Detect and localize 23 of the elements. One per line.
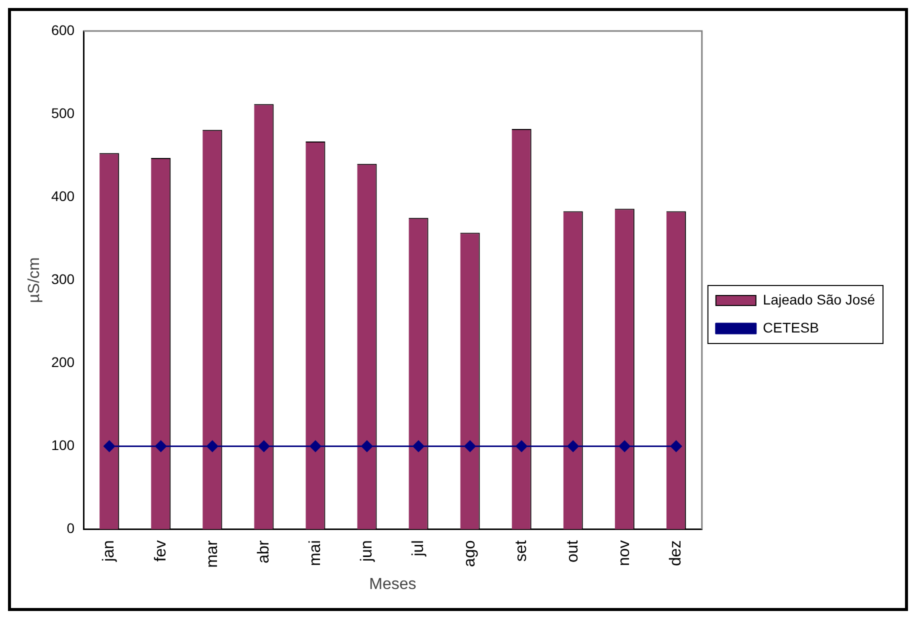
x-tick-label: ago [461, 540, 478, 567]
x-tick-label: abr [255, 540, 272, 564]
y-tick-label: 100 [51, 437, 75, 454]
y-tick-label: 500 [51, 104, 75, 121]
x-tick-label: nov [616, 540, 634, 566]
y-tick-label: 200 [51, 354, 75, 370]
x-tick-label: jun [358, 540, 376, 563]
x-tick-label: mar [204, 540, 221, 568]
legend-label: CETESB [762, 319, 819, 336]
x-tick-label: set [512, 540, 530, 562]
y-tick-label: 600 [51, 22, 75, 38]
x-tick-label: mai [306, 540, 324, 566]
y-axis-title: µS/cm [26, 257, 44, 303]
x-tick-label: jul [410, 540, 427, 558]
x-axis-title: Meses [369, 576, 416, 593]
y-tick-label: 0 [66, 520, 75, 536]
y-tick-label: 400 [51, 188, 75, 204]
x-tick-label: dez [668, 540, 685, 566]
x-tick-label: jan [100, 540, 118, 563]
x-tick-label: out [564, 540, 582, 562]
x-tick-label: fev [152, 540, 170, 562]
legend-label: Lajeado São José [762, 291, 876, 308]
y-tick-label: 300 [51, 270, 75, 287]
